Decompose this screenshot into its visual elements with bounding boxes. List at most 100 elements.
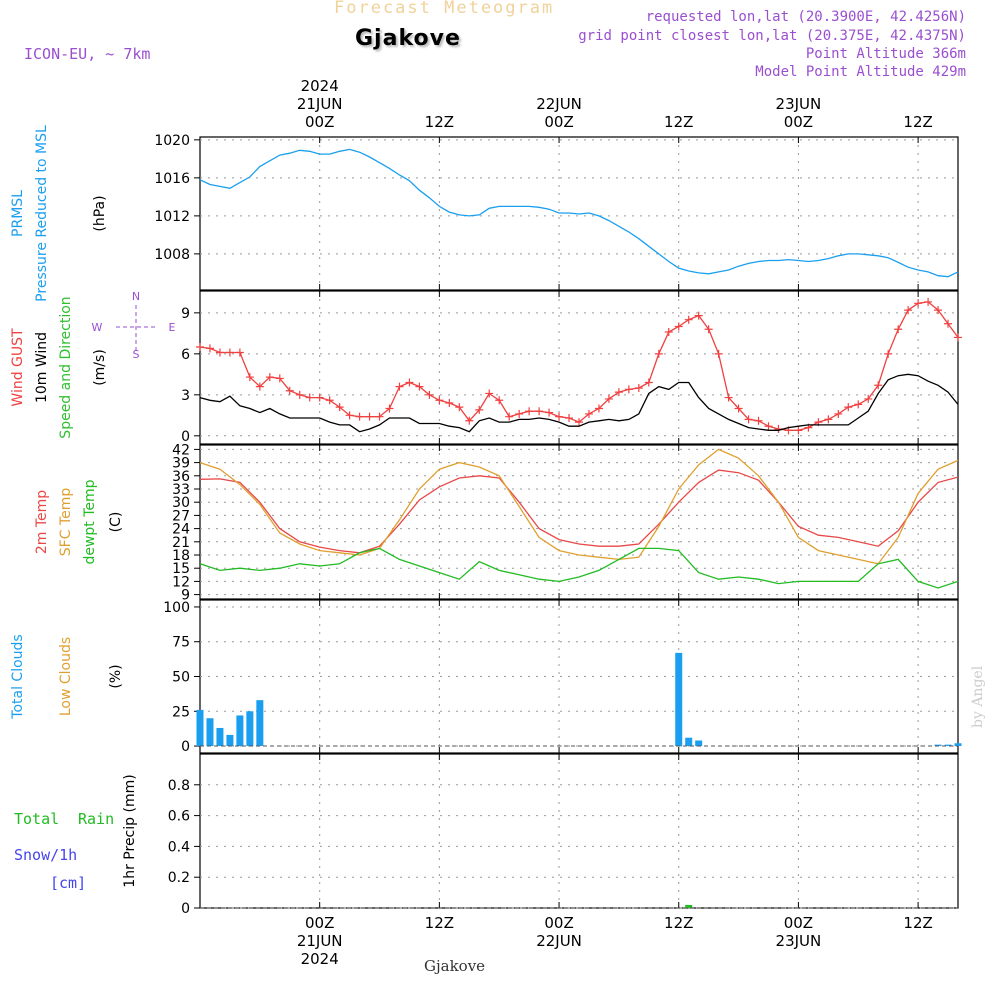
axis-label: 2m Temp — [34, 490, 50, 554]
gust-point — [864, 394, 873, 403]
y-tick-label: 1008 — [154, 247, 190, 263]
y-tick-label: 0.6 — [168, 809, 190, 825]
gust-point — [435, 396, 444, 405]
grid-point-coords: grid point closest lon,lat (20.375E, 42.… — [578, 28, 966, 44]
x-tick-label-top: 22JUN — [536, 95, 582, 113]
y-tick-label: 0.8 — [168, 778, 190, 794]
gust-point — [315, 393, 324, 402]
axis-label: dewpt Temp — [82, 479, 98, 564]
y-tick-label: 1020 — [154, 133, 190, 149]
axis-label: Total Clouds — [10, 634, 26, 719]
axis-label: 10m Wind — [34, 332, 50, 403]
gust-point — [614, 388, 623, 397]
credit-watermark: by Angel — [970, 665, 986, 728]
requested-coords: requested lon,lat (20.3900E, 42.4256N) — [645, 9, 966, 25]
gust-point — [584, 409, 593, 418]
gust-point — [525, 407, 534, 416]
gust-point — [604, 394, 613, 403]
y-tick-label: 50 — [172, 670, 190, 686]
x-tick-label-bottom: 21JUN — [297, 932, 343, 950]
gust-point — [914, 299, 923, 308]
panel-2: 0 3 6 9 — [181, 290, 962, 445]
gust-point — [505, 412, 514, 421]
panel-frame — [199, 136, 959, 291]
x-tick-label-bottom: 00Z — [784, 914, 813, 932]
bar — [196, 709, 204, 747]
gust-point — [215, 348, 224, 357]
gust-point — [834, 409, 843, 418]
gust-point — [255, 382, 264, 391]
y-tick-label: 9 — [181, 306, 190, 322]
series-line-wind-gust — [199, 301, 959, 431]
gust-point — [724, 393, 733, 402]
series-line-dewpt-temp — [199, 547, 959, 589]
legend-label: Snow/1h — [14, 846, 77, 864]
panel-frame — [199, 290, 959, 445]
x-tick-label-bottom: 12Z — [425, 914, 454, 932]
gust-point — [515, 409, 524, 418]
gust-point — [664, 327, 673, 336]
x-tick-label-top: 00Z — [784, 113, 813, 131]
series-line-10m-wind — [199, 373, 959, 433]
bar — [934, 744, 942, 747]
gust-point — [874, 381, 883, 390]
gust-point — [355, 412, 364, 421]
series-line-2m-temp — [199, 469, 959, 554]
y-tick-label: 0 — [181, 739, 190, 755]
gust-point — [196, 343, 204, 352]
bar — [226, 734, 234, 747]
gust-point — [904, 306, 913, 315]
y-tick-label: 0 — [181, 901, 190, 917]
gust-point — [535, 407, 544, 416]
y-tick-label: 33 — [172, 482, 190, 498]
gust-point — [375, 412, 384, 421]
panel-4: 0 25 50 75 100 — [163, 599, 962, 755]
gust-point — [744, 415, 753, 424]
legend-label: Total — [14, 810, 59, 828]
gust-point — [714, 349, 723, 358]
chart-title: Forecast Meteogram — [334, 0, 555, 18]
series-line-prmsl — [199, 148, 959, 278]
x-tick-label-top: 21JUN — [297, 95, 343, 113]
y-tick-label: 0.4 — [168, 839, 190, 855]
x-tick-label-top: 2024 — [301, 77, 339, 95]
gust-point — [425, 390, 434, 399]
compass-rose: N S W E — [92, 290, 176, 361]
y-tick-label: 15 — [172, 561, 190, 577]
gust-point — [495, 396, 504, 405]
gust-point — [295, 390, 304, 399]
axis-label: Pressure Reduced to MSL — [34, 125, 50, 302]
bar — [246, 711, 254, 747]
gust-point — [624, 385, 633, 394]
gust-point — [465, 416, 474, 425]
axis-label: (C) — [108, 512, 124, 533]
gust-point — [265, 373, 274, 382]
footer-station: Gjakove — [424, 957, 486, 975]
gust-point — [704, 325, 713, 334]
gust-point — [225, 348, 234, 357]
panel-1: 1008 1012 1016 1020 — [154, 133, 959, 291]
gust-point — [894, 325, 903, 334]
x-tick-label-bottom: 22JUN — [536, 932, 582, 950]
y-tick-label: 39 — [172, 456, 190, 472]
axis-label: (hPa) — [92, 195, 108, 231]
gust-point — [455, 403, 464, 412]
gust-point — [335, 403, 344, 412]
bar — [256, 700, 264, 747]
y-tick-label: 27 — [172, 508, 190, 524]
x-tick-label-top: 00Z — [305, 113, 334, 131]
axis-label: 1hr Precip (mm) — [122, 774, 138, 887]
gust-point — [245, 373, 254, 382]
gust-point — [674, 322, 683, 331]
point-altitude: Point Altitude 366m — [805, 46, 966, 62]
bar — [954, 743, 962, 747]
gust-point — [385, 404, 394, 413]
y-tick-label: 42 — [172, 442, 190, 458]
gust-point — [485, 389, 494, 398]
y-tick-label: 3 — [181, 388, 190, 404]
gust-point — [644, 378, 653, 387]
axis-label: SFC Temp — [58, 488, 74, 557]
x-tick-label-bottom: 12Z — [664, 914, 693, 932]
